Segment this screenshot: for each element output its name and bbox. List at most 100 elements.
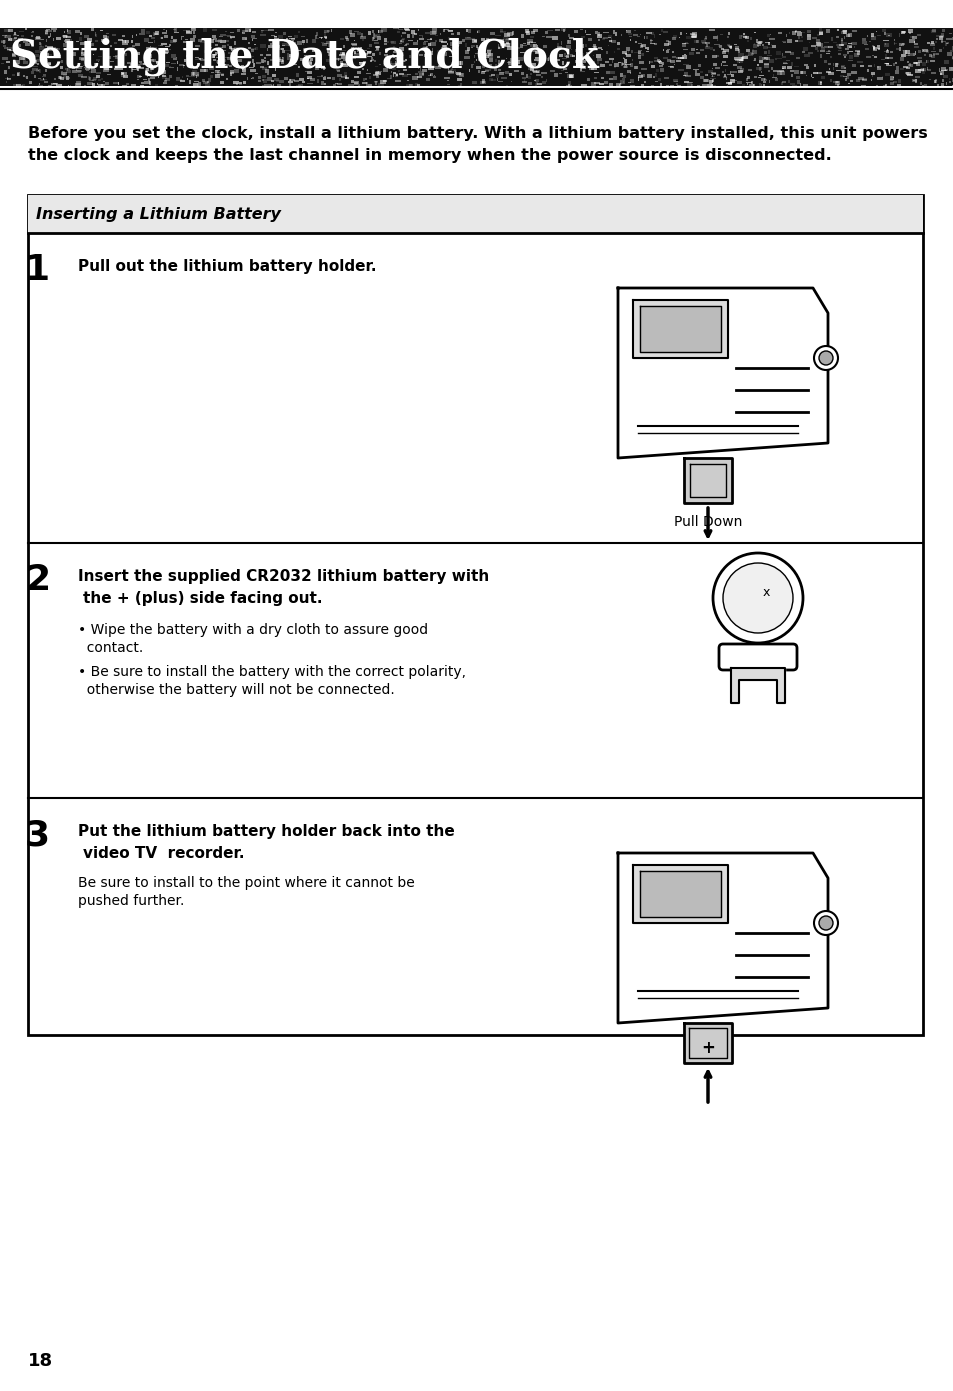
Bar	[654, 74, 657, 77]
Bar	[266, 61, 269, 65]
Bar	[806, 31, 810, 33]
Bar	[113, 82, 118, 83]
Bar	[303, 60, 308, 64]
Bar	[896, 83, 900, 88]
Polygon shape	[633, 865, 727, 924]
Bar	[629, 63, 632, 67]
Bar	[789, 70, 793, 71]
Bar	[858, 77, 863, 81]
Bar	[242, 32, 245, 33]
Bar	[414, 33, 416, 35]
Bar	[631, 50, 632, 53]
Bar	[442, 45, 446, 47]
Bar	[7, 78, 9, 79]
Bar	[678, 57, 683, 58]
Bar	[480, 71, 484, 75]
Bar	[563, 49, 567, 51]
Bar	[90, 71, 92, 74]
Bar	[495, 64, 497, 67]
Bar	[409, 85, 413, 88]
Bar	[913, 43, 918, 45]
Bar	[214, 45, 217, 46]
Bar	[162, 70, 164, 74]
Bar	[371, 57, 373, 61]
Bar	[751, 50, 757, 54]
Bar	[171, 36, 172, 39]
Bar	[69, 77, 70, 79]
Bar	[371, 31, 374, 33]
Bar	[626, 70, 631, 74]
Bar	[704, 42, 709, 43]
Bar	[935, 35, 940, 38]
Bar	[322, 77, 326, 81]
Bar	[502, 38, 508, 40]
Bar	[297, 85, 302, 86]
Bar	[104, 67, 109, 71]
Bar	[0, 28, 953, 86]
Bar	[499, 45, 504, 46]
Bar	[85, 68, 90, 71]
Bar	[732, 71, 737, 74]
Bar	[550, 51, 555, 54]
Bar	[365, 78, 367, 81]
Polygon shape	[633, 300, 727, 357]
Bar	[530, 72, 532, 75]
Bar	[763, 63, 768, 65]
Bar	[75, 83, 81, 86]
Bar	[323, 36, 327, 38]
Bar	[618, 83, 619, 88]
Bar	[745, 49, 749, 51]
Bar	[286, 38, 288, 40]
Bar	[357, 32, 360, 35]
Bar	[805, 65, 808, 70]
Bar	[870, 36, 875, 39]
Bar	[210, 54, 215, 58]
Bar	[605, 51, 607, 54]
Bar	[290, 79, 294, 81]
Bar	[325, 40, 329, 43]
Bar	[484, 71, 489, 72]
Bar	[137, 64, 139, 67]
Bar	[30, 81, 32, 85]
Bar	[851, 64, 855, 67]
Bar	[841, 31, 845, 32]
Bar	[8, 29, 13, 32]
Bar	[266, 47, 268, 51]
Bar	[620, 63, 622, 65]
Bar	[456, 43, 459, 46]
Bar	[951, 78, 953, 82]
Bar	[525, 74, 528, 78]
Bar	[626, 54, 630, 57]
Bar	[344, 78, 348, 79]
Bar	[682, 75, 685, 77]
Bar	[456, 53, 457, 54]
Bar	[3, 46, 7, 47]
Bar	[926, 70, 930, 71]
Bar	[608, 58, 614, 60]
Bar	[700, 77, 703, 79]
Bar	[388, 67, 392, 68]
Bar	[763, 79, 766, 82]
Bar	[274, 38, 279, 40]
Bar	[672, 51, 674, 53]
Bar	[303, 42, 304, 45]
Bar	[241, 72, 246, 75]
Bar	[801, 51, 804, 53]
Bar	[294, 86, 299, 89]
Bar	[608, 40, 611, 42]
Bar	[854, 50, 859, 51]
Bar	[689, 33, 695, 35]
Bar	[555, 29, 559, 31]
Bar	[375, 35, 377, 38]
Bar	[161, 75, 167, 79]
Bar	[163, 57, 165, 60]
Bar	[838, 53, 840, 54]
Bar	[811, 38, 816, 39]
Bar	[749, 36, 751, 40]
Bar	[263, 83, 266, 86]
Bar	[36, 70, 39, 72]
Bar	[450, 42, 454, 46]
Bar	[598, 47, 601, 49]
Bar	[404, 45, 407, 46]
Bar	[345, 36, 348, 39]
